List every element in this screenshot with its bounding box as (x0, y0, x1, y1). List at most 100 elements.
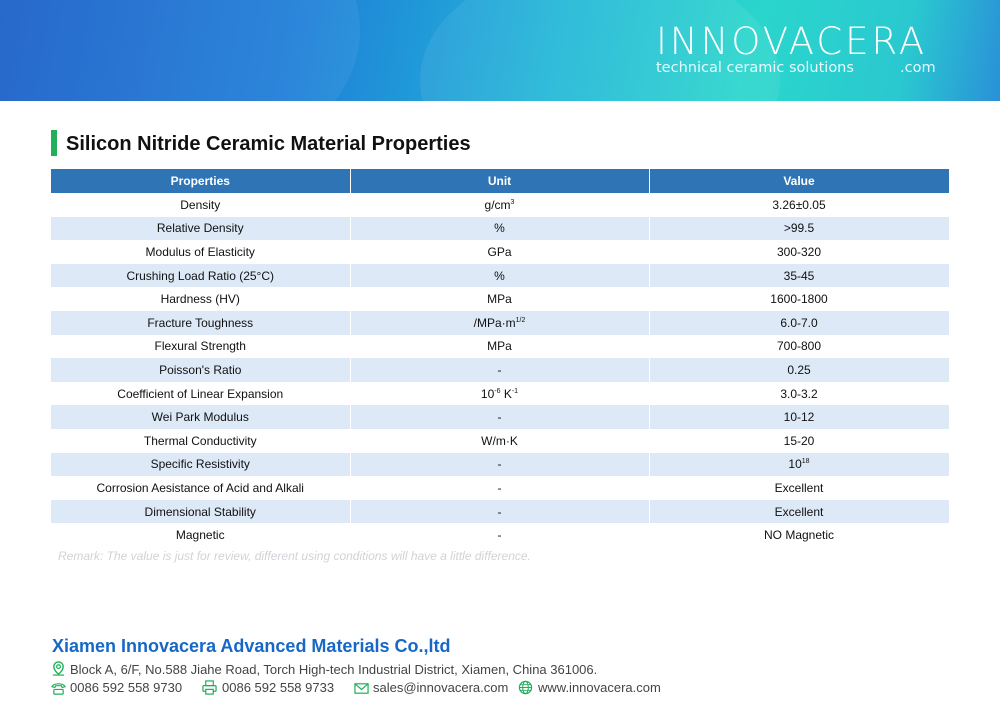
property-cell: Relative Density (51, 216, 351, 241)
property-cell: Corrosion Aesistance of Acid and Alkali (51, 476, 351, 500)
website-link[interactable]: www.innovacera.com (538, 680, 661, 695)
page-title: Silicon Nitride Ceramic Material Propert… (66, 133, 471, 155)
property-cell: Crushing Load Ratio (25°C) (51, 263, 351, 288)
table-row: Density g/cm3 3.26±0.05 (51, 193, 950, 217)
value-cell: Excellent (649, 499, 950, 524)
table-row: Relative Density% >99.5 (51, 216, 950, 241)
table-row: Magnetic - NO Magnetic (51, 523, 950, 547)
value-text: Excellent (774, 480, 824, 495)
location-icon (52, 661, 65, 676)
unit-text: MPa (487, 292, 512, 307)
column-header: Properties (51, 169, 351, 193)
address: Block A, 6/F, No.588 Jiahe Road, Torch H… (70, 662, 598, 677)
value-cell: 6.0-7.0 (649, 310, 950, 335)
value-text: 300-320 (776, 244, 822, 259)
fax-icon (202, 680, 217, 695)
value-text: 35-45 (783, 268, 815, 283)
unit-cell: g/cm3 (350, 193, 650, 217)
table-row: Flexural Strength MPa 700-800 (51, 334, 950, 359)
table-row: Dimensional Stability - Excellent (51, 499, 950, 524)
unit-text: g/cm (484, 197, 511, 212)
value-text: 6.0-7.0 (780, 315, 818, 330)
table-row: Wei Park Modulus - 10-12 (51, 405, 950, 429)
table-row: Coefficient of Linear Expansion 10-6 K-1 3… (51, 381, 950, 406)
table-row: Fracture Toughness/MPa·m1/2 6.0-7.0 (51, 310, 950, 335)
unit-cell: - (350, 405, 650, 429)
property-cell: Specific Resistivity (51, 452, 351, 477)
phone-number: 0086 592 558 9730 (70, 680, 183, 695)
property-cell: Fracture Toughness (51, 310, 351, 335)
unit-cell: % (350, 263, 650, 288)
unit-text: % (494, 221, 505, 236)
header-banner: INNOVACERA technical ceramic solutions .… (0, 0, 1000, 101)
logo-tagline: technical ceramic solutions (656, 60, 854, 76)
value-text: 15-20 (783, 433, 815, 448)
property-cell: Hardness (HV) (51, 287, 351, 311)
value-text: 3.26±0.05 (772, 197, 826, 212)
property-cell: Poisson's Ratio (51, 358, 351, 382)
property-cell: Dimensional Stability (51, 499, 351, 524)
table-row: Hardness (HV) MPa 1600-1800 (51, 287, 950, 311)
value-text: 0.25 (787, 362, 811, 377)
value-text: 10 (788, 457, 802, 472)
value-text: 700-800 (776, 339, 822, 354)
value-cell: 0.25 (649, 358, 950, 382)
unit-cell: 10-6 K-1 (350, 381, 650, 406)
unit-cell: - (350, 452, 650, 477)
email-link[interactable]: sales@innovacera.com (373, 680, 509, 695)
unit-superscript: 1/2 (515, 316, 526, 324)
table-row: Poisson's Ratio - 0.25 (51, 358, 950, 382)
fax-number: 0086 592 558 9733 (222, 680, 335, 695)
unit-text-2: K (500, 386, 512, 401)
unit-text: W/m·K (481, 433, 518, 448)
table-row: Corrosion Aesistance of Acid and Alkali -… (51, 476, 950, 500)
unit-superscript-2: -1 (511, 387, 519, 395)
remark: Remark: The value is just for review, di… (58, 549, 531, 563)
value-cell: NO Magnetic (649, 523, 950, 547)
title-accent-bar (51, 130, 57, 156)
value-cell: 35-45 (649, 263, 950, 288)
email-icon (354, 683, 369, 694)
value-cell: 3.26±0.05 (649, 193, 950, 217)
unit-cell: - (350, 476, 650, 500)
unit-cell: MPa (350, 287, 650, 311)
properties-table: Properties Unit Value Density g/cm3 3.26±0… (51, 169, 950, 547)
unit-cell: - (350, 523, 650, 547)
unit-text: 10 (480, 386, 495, 401)
unit-text: - (497, 528, 502, 543)
unit-cell: - (350, 499, 650, 524)
unit-text: - (497, 457, 502, 472)
phone-icon (51, 683, 66, 695)
value-text: 3.0-3.2 (780, 386, 818, 401)
column-header: Value (649, 169, 950, 193)
unit-cell: MPa (350, 334, 650, 359)
unit-superscript: -6 (494, 387, 501, 395)
value-cell: 15-20 (649, 428, 950, 453)
property-cell: Flexural Strength (51, 334, 351, 359)
globe-icon (518, 680, 533, 695)
unit-text: - (497, 480, 502, 495)
unit-cell: % (350, 216, 650, 241)
unit-text: % (494, 268, 505, 283)
unit-text: GPa (487, 244, 512, 259)
value-text: >99.5 (783, 221, 815, 236)
unit-cell: GPa (350, 240, 650, 264)
unit-text: /MPa·m (473, 315, 516, 330)
value-cell: >99.5 (649, 216, 950, 241)
table-row: Thermal Conductivity W/m·K 15-20 (51, 428, 950, 453)
unit-cell: - (350, 358, 650, 382)
value-cell: 3.0-3.2 (649, 381, 950, 406)
unit-text: - (497, 410, 502, 425)
value-superscript: 18 (801, 458, 810, 466)
unit-text: - (497, 504, 502, 519)
table-row: Specific Resistivity - 1018 (51, 452, 950, 477)
value-cell: Excellent (649, 476, 950, 500)
unit-text: - (497, 362, 502, 377)
value-text: 10-12 (783, 410, 815, 425)
value-text: NO Magnetic (763, 528, 835, 543)
table-row: Modulus of Elasticity GPa 300-320 (51, 240, 950, 264)
property-cell: Coefficient of Linear Expansion (51, 381, 351, 406)
property-cell: Wei Park Modulus (51, 405, 351, 429)
column-header: Unit (350, 169, 650, 193)
